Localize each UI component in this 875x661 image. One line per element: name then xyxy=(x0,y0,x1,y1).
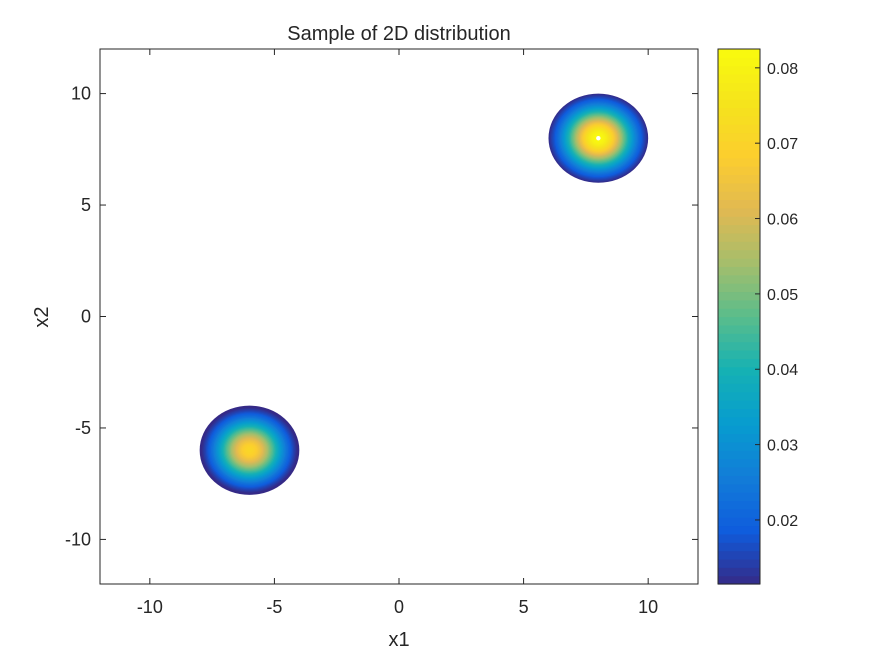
y-tick-label: 10 xyxy=(71,84,91,104)
colorbar-band xyxy=(718,182,760,192)
colorbar-band xyxy=(718,458,760,468)
colorbar-band xyxy=(718,308,760,318)
colorbar-band xyxy=(718,216,760,226)
x-tick-label: 10 xyxy=(638,597,658,617)
colorbar-band xyxy=(718,232,760,242)
colorbar-band xyxy=(718,416,760,426)
colorbar-band xyxy=(718,425,760,435)
colorbar-box xyxy=(717,48,761,585)
colorbar-band xyxy=(718,140,760,150)
x-tick-label: -10 xyxy=(137,597,163,617)
peak-point xyxy=(596,135,601,141)
colorbar-band xyxy=(718,191,760,201)
colorbar-band xyxy=(718,82,760,92)
colorbar-band xyxy=(718,383,760,393)
colorbar-gradient xyxy=(718,49,760,585)
colorbar-band xyxy=(718,124,760,134)
colorbar-band xyxy=(718,366,760,376)
x-axis-label: x1 xyxy=(388,629,409,651)
colorbar-band xyxy=(718,90,760,100)
colorbar-band xyxy=(718,450,760,460)
colorbar-band xyxy=(718,433,760,443)
colorbar-tick-label: 0.08 xyxy=(767,61,798,78)
colorbar-band xyxy=(718,74,760,84)
colorbar-band xyxy=(718,400,760,410)
colorbar-band xyxy=(718,492,760,502)
colorbar-tick-label: 0.06 xyxy=(767,212,798,229)
y-tick-label: -5 xyxy=(75,418,91,438)
colorbar-band xyxy=(718,441,760,451)
colorbar-band xyxy=(718,375,760,384)
colorbar-band xyxy=(718,391,760,401)
density-ring xyxy=(248,449,251,452)
colorbar-tick-label: 0.03 xyxy=(767,438,798,455)
chart-title: Sample of 2D distribution xyxy=(287,23,510,45)
x-tick-label: -5 xyxy=(266,597,282,617)
colorbar-band xyxy=(718,166,760,175)
colorbar-band xyxy=(718,132,760,142)
colorbar-band xyxy=(718,224,760,234)
colorbar-band xyxy=(718,558,760,568)
colorbar-band xyxy=(718,249,760,259)
colorbar-tick-label: 0.05 xyxy=(767,287,798,304)
y-ticks: 10 5 0 -5 -10 xyxy=(65,84,698,549)
x-tick-label: 5 xyxy=(519,597,529,617)
density-blobs xyxy=(199,93,649,495)
colorbar-band xyxy=(718,483,760,493)
colorbar-band xyxy=(718,575,760,585)
colorbar-ticks: 0.02 0.03 0.04 0.05 0.06 0.07 0.08 xyxy=(755,61,798,530)
colorbar-band xyxy=(718,341,760,351)
colorbar-band xyxy=(718,324,760,334)
colorbar-band xyxy=(718,274,760,284)
colorbar-band xyxy=(718,241,760,251)
colorbar-band xyxy=(718,466,760,476)
x-tick-label: 0 xyxy=(394,597,404,617)
y-tick-label: 0 xyxy=(81,307,91,327)
colorbar-band xyxy=(718,257,760,267)
colorbar-band xyxy=(718,408,760,418)
y-tick-label: -10 xyxy=(65,529,91,549)
colorbar-band xyxy=(718,525,760,535)
colorbar-band xyxy=(718,291,760,301)
colorbar-band xyxy=(718,349,760,359)
colorbar-band xyxy=(718,57,760,67)
colorbar-band xyxy=(718,157,760,167)
colorbar-band xyxy=(718,266,760,276)
colorbar-tick-label: 0.04 xyxy=(767,362,798,379)
density-blob-1 xyxy=(548,93,649,183)
colorbar-band xyxy=(718,517,760,527)
colorbar-band xyxy=(718,107,760,117)
colorbar-tick-label: 0.07 xyxy=(767,136,798,153)
colorbar-band xyxy=(718,174,760,184)
colorbar-band xyxy=(718,316,760,326)
colorbar-band xyxy=(718,283,760,293)
colorbar-band xyxy=(718,542,760,552)
colorbar-band xyxy=(718,65,760,75)
colorbar-band xyxy=(718,333,760,343)
colorbar-band xyxy=(718,500,760,510)
y-tick-label: 5 xyxy=(81,195,91,215)
colorbar-band xyxy=(718,299,760,309)
colorbar-tick-label: 0.02 xyxy=(767,513,798,530)
colorbar-band xyxy=(718,49,760,58)
colorbar-band xyxy=(718,550,760,560)
y-axis-label: x2 xyxy=(31,306,53,327)
colorbar-band xyxy=(718,99,760,109)
x-ticks: -10 -5 0 5 10 xyxy=(137,49,658,617)
colorbar: 0.02 0.03 0.04 0.05 0.06 0.07 0.08 xyxy=(717,48,798,585)
colorbar-band xyxy=(718,567,760,577)
colorbar-band xyxy=(718,199,760,209)
density-blob-2 xyxy=(199,405,300,495)
colorbar-band xyxy=(718,149,760,159)
plot-area: -10 -5 0 5 10 10 5 0 -5 -10 xyxy=(65,48,699,617)
colorbar-band xyxy=(718,358,760,368)
colorbar-band xyxy=(718,475,760,485)
colorbar-band xyxy=(718,115,760,125)
colorbar-band xyxy=(718,533,760,543)
colorbar-band xyxy=(718,207,760,217)
colorbar-band xyxy=(718,508,760,518)
